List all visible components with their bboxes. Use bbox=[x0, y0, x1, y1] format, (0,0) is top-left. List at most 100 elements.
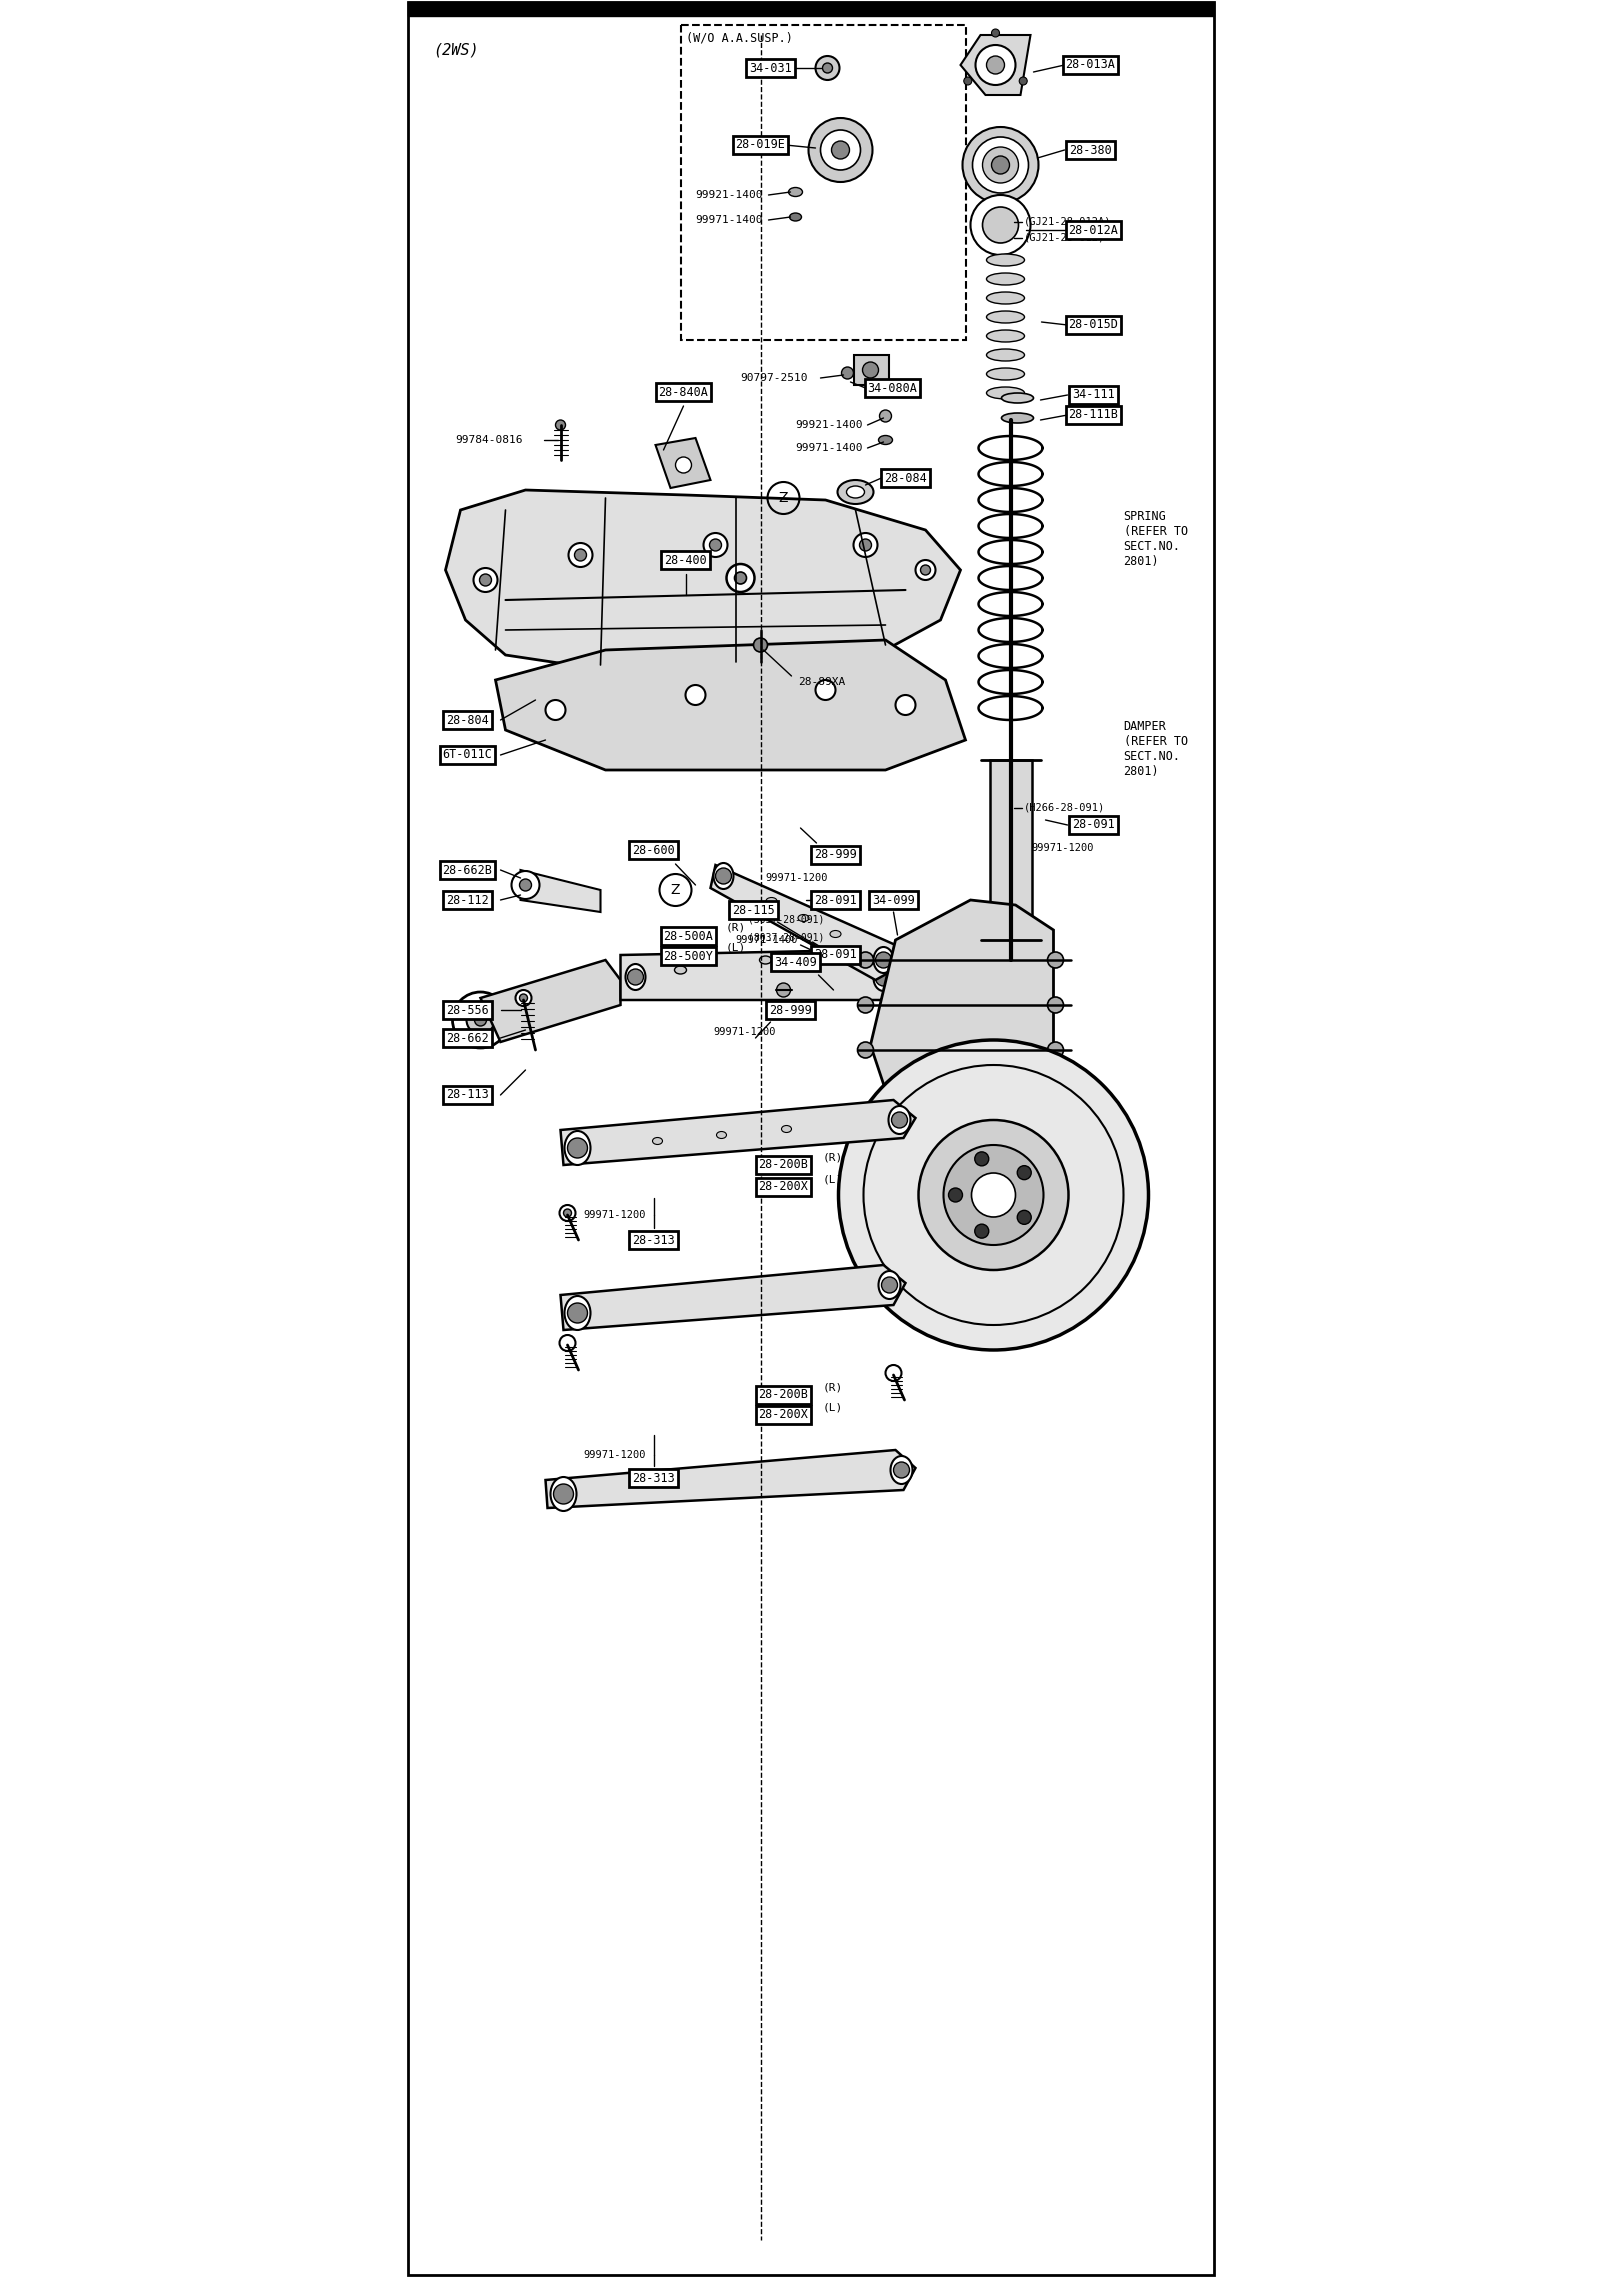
Circle shape bbox=[1020, 77, 1028, 84]
Polygon shape bbox=[621, 950, 895, 1000]
Text: 99971-1200: 99971-1200 bbox=[584, 1209, 647, 1220]
Circle shape bbox=[982, 148, 1018, 182]
Text: 28-999: 28-999 bbox=[814, 849, 858, 861]
Text: 28-115: 28-115 bbox=[733, 904, 775, 918]
Text: 28-804: 28-804 bbox=[446, 713, 490, 726]
Ellipse shape bbox=[1002, 412, 1034, 424]
Text: (W/O A.A.SUSP.): (W/O A.A.SUSP.) bbox=[686, 32, 793, 46]
Circle shape bbox=[815, 57, 840, 80]
Text: Z: Z bbox=[778, 492, 788, 505]
Circle shape bbox=[893, 1462, 909, 1478]
Text: (2WS): (2WS) bbox=[433, 43, 480, 57]
Polygon shape bbox=[561, 1100, 916, 1166]
Ellipse shape bbox=[874, 965, 893, 990]
Circle shape bbox=[982, 207, 1018, 244]
Ellipse shape bbox=[987, 291, 1024, 305]
Text: (8037-28-091): (8037-28-091) bbox=[747, 931, 823, 943]
Circle shape bbox=[875, 970, 892, 986]
Text: DAMPER
(REFER TO
SECT.NO.
2801): DAMPER (REFER TO SECT.NO. 2801) bbox=[1123, 720, 1188, 779]
Circle shape bbox=[473, 567, 498, 592]
Ellipse shape bbox=[888, 1107, 911, 1134]
Circle shape bbox=[976, 46, 1015, 84]
Text: 99921-1400: 99921-1400 bbox=[695, 189, 763, 200]
Polygon shape bbox=[546, 1450, 916, 1507]
Ellipse shape bbox=[987, 348, 1024, 362]
Circle shape bbox=[686, 685, 705, 706]
Circle shape bbox=[1047, 1043, 1063, 1059]
Text: 99921-1400: 99921-1400 bbox=[796, 419, 862, 430]
Text: 28-112: 28-112 bbox=[446, 893, 490, 906]
Text: 28-084: 28-084 bbox=[883, 471, 927, 485]
Circle shape bbox=[943, 1145, 1044, 1246]
Circle shape bbox=[519, 995, 527, 1002]
Polygon shape bbox=[870, 899, 1054, 1120]
Text: (L): (L) bbox=[822, 1175, 843, 1184]
Circle shape bbox=[734, 572, 747, 583]
Circle shape bbox=[882, 1277, 898, 1293]
Text: 34-031: 34-031 bbox=[749, 61, 793, 75]
Circle shape bbox=[726, 565, 754, 592]
Circle shape bbox=[574, 549, 587, 560]
Text: 99971-1200: 99971-1200 bbox=[713, 1027, 776, 1036]
Text: 28-091: 28-091 bbox=[814, 893, 858, 906]
Circle shape bbox=[916, 560, 935, 581]
Ellipse shape bbox=[626, 963, 645, 990]
Circle shape bbox=[569, 542, 593, 567]
Text: (L): (L) bbox=[726, 943, 746, 954]
Text: 99971-1400: 99971-1400 bbox=[695, 214, 763, 225]
Text: 28-999: 28-999 bbox=[768, 1004, 812, 1016]
Text: 28-013A: 28-013A bbox=[1065, 59, 1115, 71]
Circle shape bbox=[858, 952, 874, 968]
Text: 28-662: 28-662 bbox=[446, 1031, 490, 1045]
Text: 28-200X: 28-200X bbox=[759, 1179, 809, 1193]
Text: 99971-1200: 99971-1200 bbox=[584, 1450, 647, 1460]
Circle shape bbox=[1018, 1166, 1031, 1179]
Circle shape bbox=[948, 1189, 963, 1202]
Ellipse shape bbox=[781, 1125, 791, 1132]
Circle shape bbox=[892, 1111, 908, 1127]
Ellipse shape bbox=[987, 312, 1024, 323]
Circle shape bbox=[858, 997, 874, 1013]
Ellipse shape bbox=[788, 187, 802, 196]
Ellipse shape bbox=[879, 435, 893, 444]
Circle shape bbox=[992, 30, 1000, 36]
Circle shape bbox=[480, 574, 491, 585]
Bar bbox=[854, 355, 888, 385]
Ellipse shape bbox=[987, 273, 1024, 285]
Text: (GJ21-28-012): (GJ21-28-012) bbox=[1023, 232, 1106, 244]
Circle shape bbox=[556, 419, 566, 430]
Ellipse shape bbox=[987, 330, 1024, 342]
Circle shape bbox=[567, 1302, 587, 1323]
Text: 34-099: 34-099 bbox=[872, 893, 914, 906]
Circle shape bbox=[815, 681, 835, 699]
Ellipse shape bbox=[653, 1138, 663, 1145]
Text: 28-091: 28-091 bbox=[1071, 817, 1115, 831]
Polygon shape bbox=[480, 961, 621, 1043]
Circle shape bbox=[1047, 952, 1063, 968]
Text: 99971-1400: 99971-1400 bbox=[736, 936, 798, 945]
Text: 28-015D: 28-015D bbox=[1068, 319, 1118, 332]
Polygon shape bbox=[961, 34, 1031, 96]
Text: (R): (R) bbox=[822, 1382, 843, 1391]
Circle shape bbox=[971, 196, 1031, 255]
Circle shape bbox=[559, 1334, 575, 1350]
Circle shape bbox=[880, 410, 892, 421]
Ellipse shape bbox=[564, 1132, 590, 1166]
Circle shape bbox=[963, 128, 1039, 203]
Circle shape bbox=[559, 1205, 575, 1220]
Circle shape bbox=[974, 1152, 989, 1166]
Text: 99784-0816: 99784-0816 bbox=[456, 435, 524, 444]
Text: 28-200B: 28-200B bbox=[759, 1159, 809, 1170]
Text: 28-380: 28-380 bbox=[1070, 143, 1112, 157]
Circle shape bbox=[964, 77, 971, 84]
Circle shape bbox=[467, 1006, 494, 1034]
Circle shape bbox=[452, 993, 509, 1047]
Text: (R): (R) bbox=[726, 922, 746, 934]
Circle shape bbox=[875, 952, 892, 968]
Text: (R): (R) bbox=[822, 1152, 843, 1161]
Circle shape bbox=[885, 1364, 901, 1380]
Circle shape bbox=[512, 872, 540, 899]
Circle shape bbox=[567, 1138, 587, 1159]
Circle shape bbox=[820, 130, 861, 171]
Ellipse shape bbox=[551, 1478, 577, 1512]
